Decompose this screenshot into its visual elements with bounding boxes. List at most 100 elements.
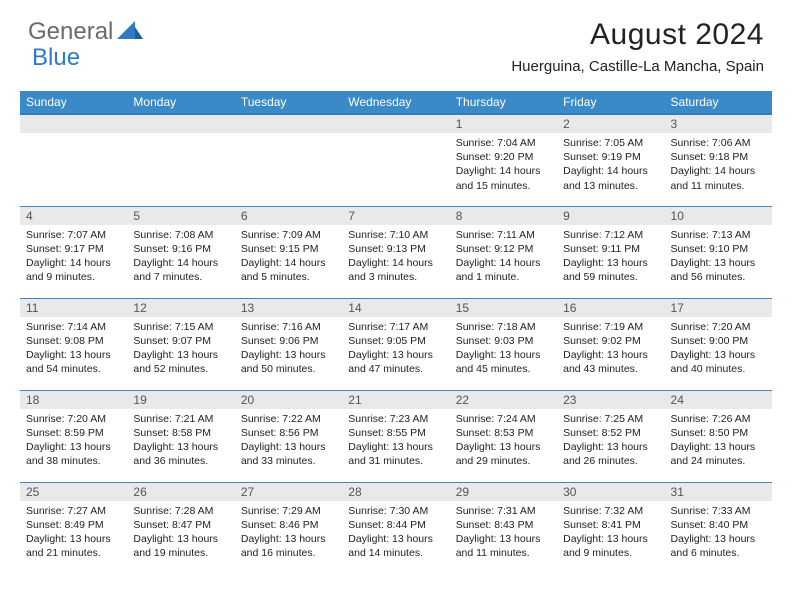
- sunrise-line: Sunrise: 7:27 AM: [26, 504, 121, 518]
- sunset-line: Sunset: 8:40 PM: [671, 518, 766, 532]
- day-number: 29: [450, 483, 557, 501]
- day-number: 10: [665, 207, 772, 225]
- location-subtitle: Huerguina, Castille-La Mancha, Spain: [511, 58, 764, 75]
- sunrise-line: Sunrise: 7:23 AM: [348, 412, 443, 426]
- weekday-header: Tuesday: [235, 91, 342, 114]
- calendar-cell: 18Sunrise: 7:20 AMSunset: 8:59 PMDayligh…: [20, 390, 127, 482]
- calendar-cell: 17Sunrise: 7:20 AMSunset: 9:00 PMDayligh…: [665, 298, 772, 390]
- sunrise-line: Sunrise: 7:12 AM: [563, 228, 658, 242]
- sunrise-line: Sunrise: 7:26 AM: [671, 412, 766, 426]
- calendar-cell: 20Sunrise: 7:22 AMSunset: 8:56 PMDayligh…: [235, 390, 342, 482]
- day-details: Sunrise: 7:19 AMSunset: 9:02 PMDaylight:…: [557, 317, 664, 381]
- title-block: August 2024 Huerguina, Castille-La Manch…: [511, 18, 764, 75]
- daylight-line: Daylight: 13 hours and 9 minutes.: [563, 532, 658, 560]
- sunrise-line: Sunrise: 7:29 AM: [241, 504, 336, 518]
- day-number: 31: [665, 483, 772, 501]
- day-number: 4: [20, 207, 127, 225]
- daylight-line: Daylight: 13 hours and 38 minutes.: [26, 440, 121, 468]
- daylight-line: Daylight: 14 hours and 9 minutes.: [26, 256, 121, 284]
- sunset-line: Sunset: 9:16 PM: [133, 242, 228, 256]
- day-details: Sunrise: 7:31 AMSunset: 8:43 PMDaylight:…: [450, 501, 557, 565]
- sunset-line: Sunset: 8:55 PM: [348, 426, 443, 440]
- sunrise-line: Sunrise: 7:24 AM: [456, 412, 551, 426]
- daylight-line: Daylight: 13 hours and 19 minutes.: [133, 532, 228, 560]
- day-number: 3: [665, 115, 772, 133]
- weekday-header: Wednesday: [342, 91, 449, 114]
- calendar-cell: [20, 114, 127, 206]
- calendar-cell: 12Sunrise: 7:15 AMSunset: 9:07 PMDayligh…: [127, 298, 234, 390]
- day-number: 30: [557, 483, 664, 501]
- day-number: 1: [450, 115, 557, 133]
- sunrise-line: Sunrise: 7:20 AM: [26, 412, 121, 426]
- calendar-cell: 14Sunrise: 7:17 AMSunset: 9:05 PMDayligh…: [342, 298, 449, 390]
- sunrise-line: Sunrise: 7:11 AM: [456, 228, 551, 242]
- daylight-line: Daylight: 14 hours and 15 minutes.: [456, 164, 551, 192]
- daylight-line: Daylight: 13 hours and 11 minutes.: [456, 532, 551, 560]
- weekday-header: Saturday: [665, 91, 772, 114]
- calendar-cell: 11Sunrise: 7:14 AMSunset: 9:08 PMDayligh…: [20, 298, 127, 390]
- month-title: August 2024: [511, 18, 764, 52]
- daylight-line: Daylight: 13 hours and 54 minutes.: [26, 348, 121, 376]
- sunrise-line: Sunrise: 7:19 AM: [563, 320, 658, 334]
- calendar-week-row: 11Sunrise: 7:14 AMSunset: 9:08 PMDayligh…: [20, 298, 772, 390]
- weekday-header: Friday: [557, 91, 664, 114]
- logo-triangle-icon: [117, 18, 143, 46]
- calendar-cell: 24Sunrise: 7:26 AMSunset: 8:50 PMDayligh…: [665, 390, 772, 482]
- day-details: Sunrise: 7:23 AMSunset: 8:55 PMDaylight:…: [342, 409, 449, 473]
- day-details: Sunrise: 7:29 AMSunset: 8:46 PMDaylight:…: [235, 501, 342, 565]
- sunrise-line: Sunrise: 7:13 AM: [671, 228, 766, 242]
- calendar-cell: 21Sunrise: 7:23 AMSunset: 8:55 PMDayligh…: [342, 390, 449, 482]
- day-number: 12: [127, 299, 234, 317]
- daylight-line: Daylight: 13 hours and 29 minutes.: [456, 440, 551, 468]
- day-number: 7: [342, 207, 449, 225]
- daylight-line: Daylight: 13 hours and 26 minutes.: [563, 440, 658, 468]
- calendar-cell: [127, 114, 234, 206]
- day-details: Sunrise: 7:30 AMSunset: 8:44 PMDaylight:…: [342, 501, 449, 565]
- day-number: 9: [557, 207, 664, 225]
- daylight-line: Daylight: 13 hours and 43 minutes.: [563, 348, 658, 376]
- sunrise-line: Sunrise: 7:33 AM: [671, 504, 766, 518]
- day-details: Sunrise: 7:12 AMSunset: 9:11 PMDaylight:…: [557, 225, 664, 289]
- day-details: Sunrise: 7:21 AMSunset: 8:58 PMDaylight:…: [127, 409, 234, 473]
- calendar-cell: 7Sunrise: 7:10 AMSunset: 9:13 PMDaylight…: [342, 206, 449, 298]
- calendar-cell: 1Sunrise: 7:04 AMSunset: 9:20 PMDaylight…: [450, 114, 557, 206]
- sunset-line: Sunset: 9:06 PM: [241, 334, 336, 348]
- sunset-line: Sunset: 9:07 PM: [133, 334, 228, 348]
- day-number: 5: [127, 207, 234, 225]
- sunrise-line: Sunrise: 7:16 AM: [241, 320, 336, 334]
- sunset-line: Sunset: 9:13 PM: [348, 242, 443, 256]
- day-details: Sunrise: 7:24 AMSunset: 8:53 PMDaylight:…: [450, 409, 557, 473]
- sunset-line: Sunset: 8:46 PM: [241, 518, 336, 532]
- sunset-line: Sunset: 8:58 PM: [133, 426, 228, 440]
- day-details: Sunrise: 7:20 AMSunset: 9:00 PMDaylight:…: [665, 317, 772, 381]
- page-header: General August 2024 Huerguina, Castille-…: [0, 0, 792, 83]
- sunrise-line: Sunrise: 7:22 AM: [241, 412, 336, 426]
- day-details: Sunrise: 7:26 AMSunset: 8:50 PMDaylight:…: [665, 409, 772, 473]
- sunset-line: Sunset: 9:02 PM: [563, 334, 658, 348]
- sunset-line: Sunset: 8:41 PM: [563, 518, 658, 532]
- daylight-line: Daylight: 13 hours and 14 minutes.: [348, 532, 443, 560]
- day-details: Sunrise: 7:16 AMSunset: 9:06 PMDaylight:…: [235, 317, 342, 381]
- logo-word-1: General: [28, 18, 113, 46]
- day-number: 26: [127, 483, 234, 501]
- day-number: 15: [450, 299, 557, 317]
- calendar-cell: 25Sunrise: 7:27 AMSunset: 8:49 PMDayligh…: [20, 482, 127, 574]
- day-number: 25: [20, 483, 127, 501]
- daylight-line: Daylight: 13 hours and 21 minutes.: [26, 532, 121, 560]
- calendar-cell: 10Sunrise: 7:13 AMSunset: 9:10 PMDayligh…: [665, 206, 772, 298]
- daylight-line: Daylight: 13 hours and 47 minutes.: [348, 348, 443, 376]
- sunset-line: Sunset: 9:08 PM: [26, 334, 121, 348]
- day-details: Sunrise: 7:32 AMSunset: 8:41 PMDaylight:…: [557, 501, 664, 565]
- calendar-cell: 29Sunrise: 7:31 AMSunset: 8:43 PMDayligh…: [450, 482, 557, 574]
- sunset-line: Sunset: 8:44 PM: [348, 518, 443, 532]
- day-number: 22: [450, 391, 557, 409]
- day-number: 28: [342, 483, 449, 501]
- day-number: 27: [235, 483, 342, 501]
- sunrise-line: Sunrise: 7:09 AM: [241, 228, 336, 242]
- day-number: [20, 115, 127, 133]
- sunset-line: Sunset: 9:10 PM: [671, 242, 766, 256]
- calendar-cell: 6Sunrise: 7:09 AMSunset: 9:15 PMDaylight…: [235, 206, 342, 298]
- calendar-cell: [342, 114, 449, 206]
- calendar-week-row: 25Sunrise: 7:27 AMSunset: 8:49 PMDayligh…: [20, 482, 772, 574]
- calendar-week-row: 18Sunrise: 7:20 AMSunset: 8:59 PMDayligh…: [20, 390, 772, 482]
